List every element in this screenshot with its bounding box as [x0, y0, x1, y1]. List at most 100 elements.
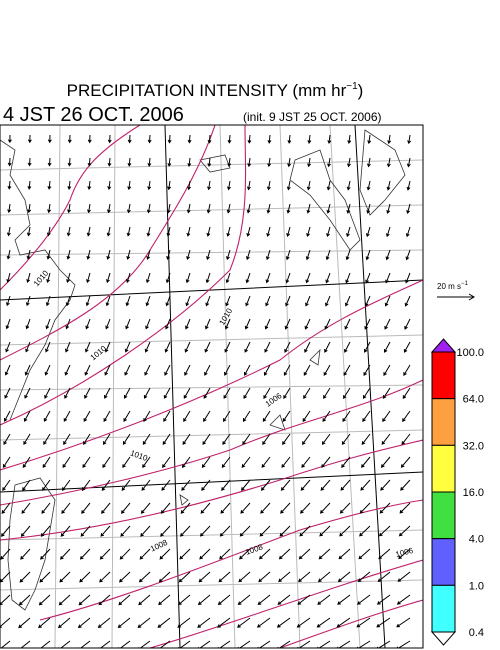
- wind-arrow: [161, 479, 171, 491]
- wind-arrow: [46, 272, 51, 283]
- wind-arrow: [338, 548, 351, 560]
- wind-arrow: [6, 226, 11, 237]
- wind-arrow: [242, 410, 251, 422]
- wind-arrow: [67, 157, 72, 167]
- wind-arrow: [66, 226, 71, 237]
- wind-scale-sup: −1: [461, 281, 469, 287]
- wind-arrow: [297, 594, 311, 605]
- wind-arrow: [302, 410, 311, 422]
- wind-arrow: [367, 134, 372, 145]
- wind-arrow: [407, 134, 412, 145]
- wind-arrow: [3, 410, 11, 422]
- wind-arrow: [202, 433, 211, 445]
- wind-arrow: [280, 479, 291, 491]
- wind-arrow: [6, 249, 11, 260]
- wind-arrow: [0, 617, 11, 628]
- wind-arrow: [160, 502, 171, 514]
- wind-arrow: [47, 203, 52, 214]
- wind-arrow: [239, 548, 251, 560]
- wind-arrow: [405, 226, 411, 238]
- wind-arrow: [386, 157, 391, 168]
- wind-arrow: [80, 525, 91, 537]
- wind-arrow: [402, 410, 411, 422]
- wind-arrow: [199, 525, 211, 537]
- wind-arrow: [85, 295, 91, 307]
- wind-arrow: [97, 617, 111, 629]
- wind-arrow: [144, 364, 151, 376]
- wind-arrow: [400, 479, 411, 491]
- wind-arrow: [21, 502, 31, 514]
- wind-arrow: [184, 341, 191, 353]
- wind-arrow: [245, 249, 251, 261]
- wind-arrow: [226, 249, 231, 261]
- wind-arrow: [239, 525, 251, 537]
- wind-arrow: [65, 341, 71, 353]
- valid-time: 4 JST 26 OCT. 2006: [3, 104, 184, 126]
- wind-arrow: [127, 157, 132, 167]
- wind-arrow: [222, 433, 231, 445]
- wind-arrow: [42, 456, 51, 468]
- wind-arrow: [106, 272, 111, 284]
- colorbar-label: 16.0: [463, 487, 484, 499]
- wind-arrow: [205, 295, 211, 307]
- wind-arrow: [259, 525, 271, 537]
- wind-arrow: [38, 617, 51, 629]
- colorbar-box: [431, 584, 456, 633]
- wind-arrow: [217, 594, 231, 606]
- wind-arrow: [86, 272, 91, 284]
- wind-arrow: [64, 364, 71, 376]
- isobar-label: 1010: [32, 268, 51, 288]
- wind-arrow: [199, 548, 211, 560]
- wind-arrow: [204, 364, 211, 376]
- wind-scale-label: 20 m s−1: [437, 281, 469, 291]
- wind-arrow: [319, 502, 331, 514]
- wind-arrow: [267, 157, 272, 168]
- wind-arrow: [287, 134, 292, 144]
- wind-arrow: [180, 525, 191, 537]
- wind-arrow: [366, 157, 371, 168]
- wind-arrow: [404, 318, 411, 330]
- wind-arrow: [343, 364, 351, 376]
- wind-arrow: [4, 387, 11, 399]
- wind-arrow: [45, 341, 51, 353]
- wind-arrow: [324, 318, 331, 330]
- wind-arrow: [166, 249, 171, 260]
- wind-arrow: [306, 226, 311, 238]
- colorbar-label: 32.0: [463, 440, 484, 452]
- wind-arrow: [107, 180, 112, 191]
- wind-arrow: [67, 134, 72, 144]
- colorbar: 100.0 64.0 32.0 16.0 4.0 1.0 0.4: [430, 338, 484, 646]
- wind-arrow: [377, 571, 391, 582]
- wind-arrow: [142, 433, 151, 445]
- wind-arrow: [325, 272, 331, 284]
- wind-arrow: [345, 249, 351, 261]
- wind-arrow: [178, 571, 191, 583]
- wind-arrow: [126, 249, 131, 260]
- wind-arrow: [100, 525, 111, 537]
- wind-arrow: [246, 203, 251, 214]
- wind-arrow: [244, 318, 251, 330]
- wind-arrow: [323, 364, 331, 376]
- wind-arrow: [183, 410, 191, 422]
- colorbar-label: 1.0: [469, 580, 484, 592]
- wind-arrow: [378, 548, 391, 560]
- wind-arrow: [106, 226, 111, 237]
- wind-arrow: [126, 203, 131, 214]
- wind-arrow: [163, 387, 171, 399]
- graticule: [0, 125, 423, 648]
- wind-arrow: [162, 433, 171, 445]
- wind-arrow: [217, 640, 231, 648]
- wind-arrow: [1, 502, 11, 514]
- wind-arrow: [0, 640, 11, 648]
- wind-arrow: [287, 157, 292, 168]
- wind-arrow: [123, 387, 131, 399]
- wind-arrow: [325, 249, 331, 261]
- wind-arrow: [22, 479, 31, 491]
- wind-arrow: [341, 456, 351, 468]
- wind-arrow: [18, 617, 31, 629]
- wind-arrow: [157, 640, 171, 648]
- wind-arrow: [82, 456, 91, 468]
- wind-arrow: [402, 387, 411, 399]
